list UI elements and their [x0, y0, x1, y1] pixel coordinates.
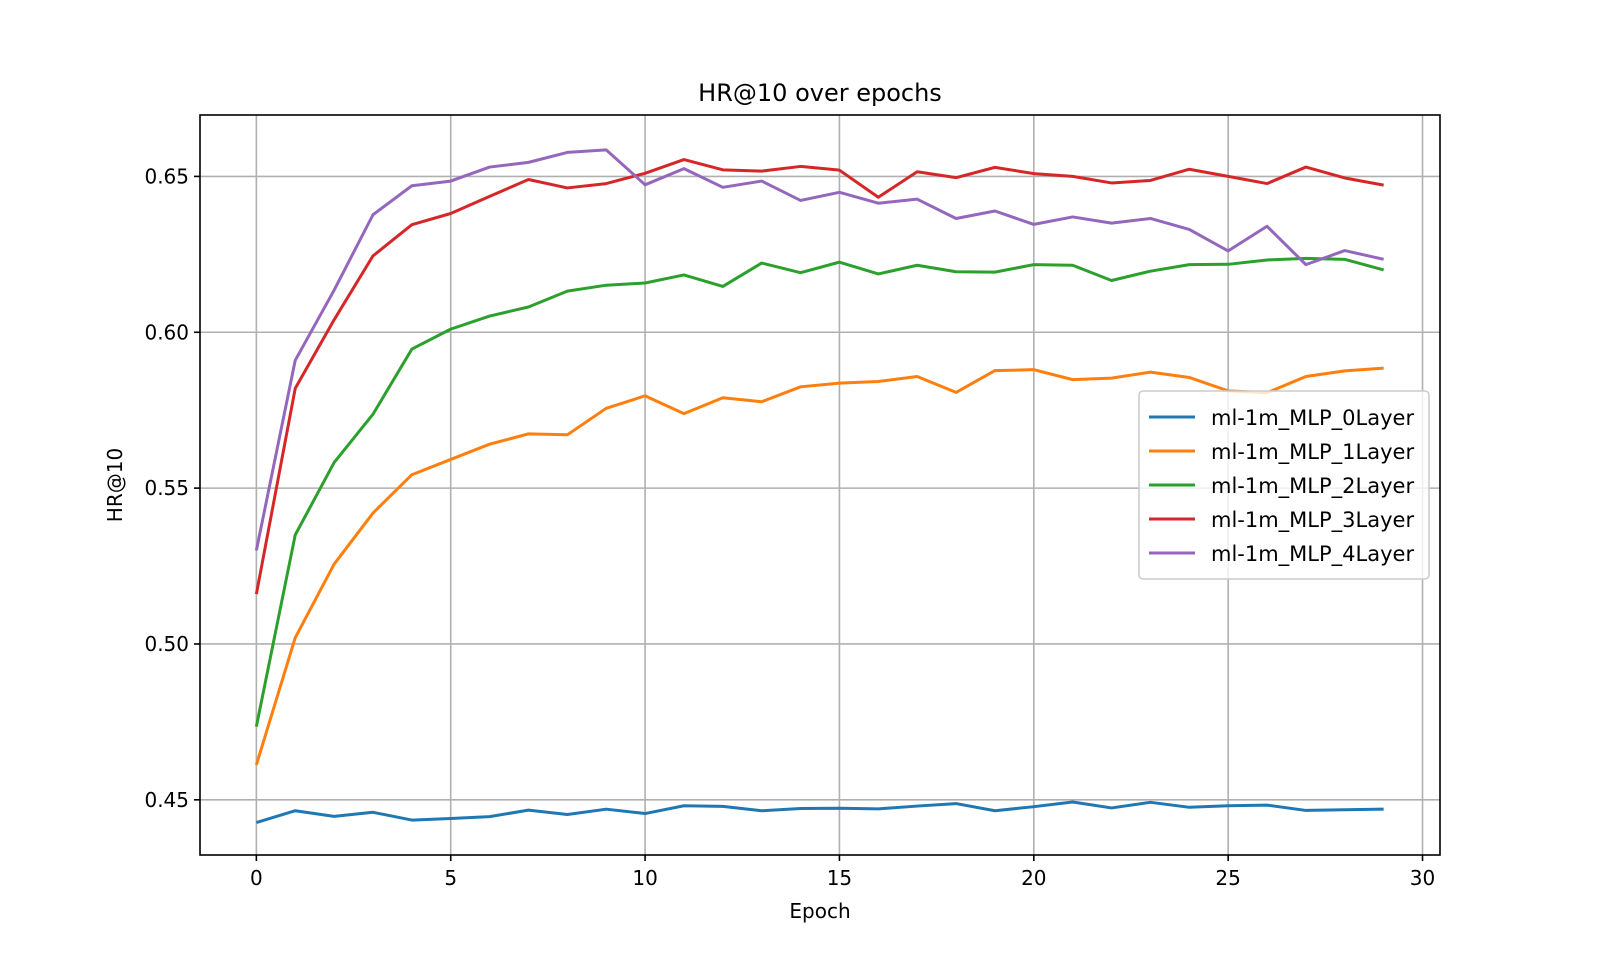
series-line-ml-1m-mlp-0layer [255, 800, 1384, 825]
legend-label-ml-1m-mlp-3layer: ml-1m_MLP_3Layer [1211, 508, 1414, 533]
series-lines [254, 148, 1385, 825]
chart-title: HR@10 over epochs [698, 79, 942, 107]
y-axis-label: HR@10 [103, 448, 127, 522]
legend-box [1138, 390, 1430, 580]
x-tick-label: 5 [444, 866, 457, 890]
legend-label-ml-1m-mlp-0layer: ml-1m_MLP_0Layer [1211, 406, 1414, 431]
axis-ticks: 0 5 10 15 20 25 30 0.45 0.50 0.55 0.60 0.65 [144, 164, 1435, 890]
x-tick-label: 15 [827, 866, 852, 890]
legend-label-ml-1m-mlp-4layer: ml-1m_MLP_4Layer [1211, 542, 1414, 567]
x-tick-label: 25 [1215, 866, 1240, 890]
x-tick-label: 20 [1021, 866, 1046, 890]
x-tick-label: 10 [632, 866, 657, 890]
x-axis-label: Epoch [789, 899, 850, 923]
y-tick-label: 0.60 [144, 320, 189, 344]
y-tick-label: 0.50 [144, 632, 189, 656]
legend: ml-1m_MLP_0Layer ml-1m_MLP_1Layer ml-1m_ML… [1138, 390, 1430, 580]
series-line-ml-1m-mlp-2layer [254, 256, 1385, 727]
plot-frame [199, 114, 1441, 856]
series-line-ml-1m-mlp-4layer [254, 148, 1384, 551]
series-line-ml-1m-mlp-1layer [254, 366, 1384, 766]
y-tick-label: 0.65 [144, 164, 189, 188]
series-line-ml-1m-mlp-3layer [254, 158, 1384, 595]
y-tick-label: 0.55 [144, 476, 189, 500]
legend-label-ml-1m-mlp-1layer: ml-1m_MLP_1Layer [1211, 440, 1414, 465]
y-tick-label: 0.45 [144, 788, 189, 812]
x-tick-label: 30 [1410, 866, 1435, 890]
x-tick-label: 0 [250, 866, 263, 890]
legend-label-ml-1m-mlp-2layer: ml-1m_MLP_2Layer [1211, 474, 1414, 499]
